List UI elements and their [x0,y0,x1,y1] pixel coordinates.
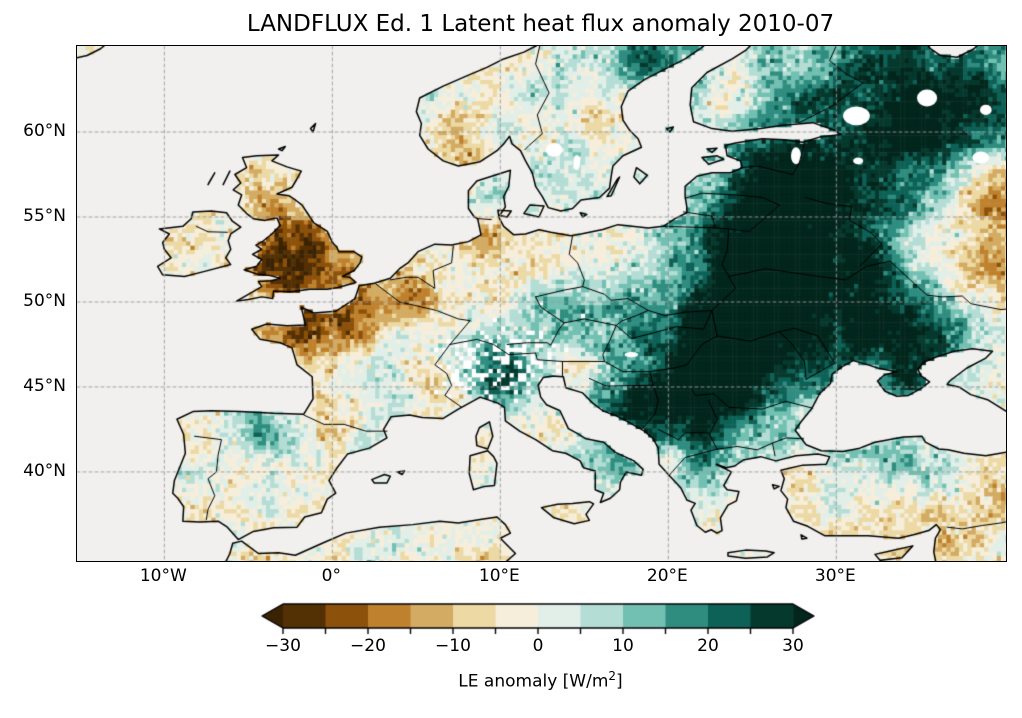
y-axis-tick-label: 50°N [23,290,66,311]
y-axis-tick-label: 40°N [23,460,66,481]
colorbar-label: LE anomaly [W/m2] [76,669,1005,692]
x-axis-tick-label: 10°W [139,566,187,586]
y-axis-tick-label: 60°N [23,121,66,141]
colorbar-tick-label: −10 [435,636,471,656]
y-axis-tick-label: 55°N [23,205,66,226]
colorbar-tick-label: −30 [265,636,301,656]
colorbar-tick-label: 0 [532,636,544,656]
colorbar-tick-label: 30 [782,636,804,656]
plot-title: LANDFLUX Ed. 1 Latent heat flux anomaly … [246,11,835,37]
europe-anomaly-map [77,46,1006,561]
colorbar-label-close: ] [616,671,623,692]
colorbar-tick-label: 20 [697,636,719,656]
colorbar-tick-label: 10 [612,636,634,656]
map-axes [76,45,1007,562]
colorbar [257,600,815,636]
x-axis-tick-label: 30°E [814,566,856,586]
colorbar-tick-label: −20 [350,636,386,656]
x-axis-tick-label: 10°E [478,566,520,586]
colorbar-label-text: LE anomaly [W/m [458,671,609,692]
x-axis-tick-label: 20°E [646,566,688,586]
colorbar-label-sup: 2 [608,669,617,683]
x-axis-tick-label: 0° [321,566,342,586]
y-axis-tick-label: 45°N [23,375,66,396]
